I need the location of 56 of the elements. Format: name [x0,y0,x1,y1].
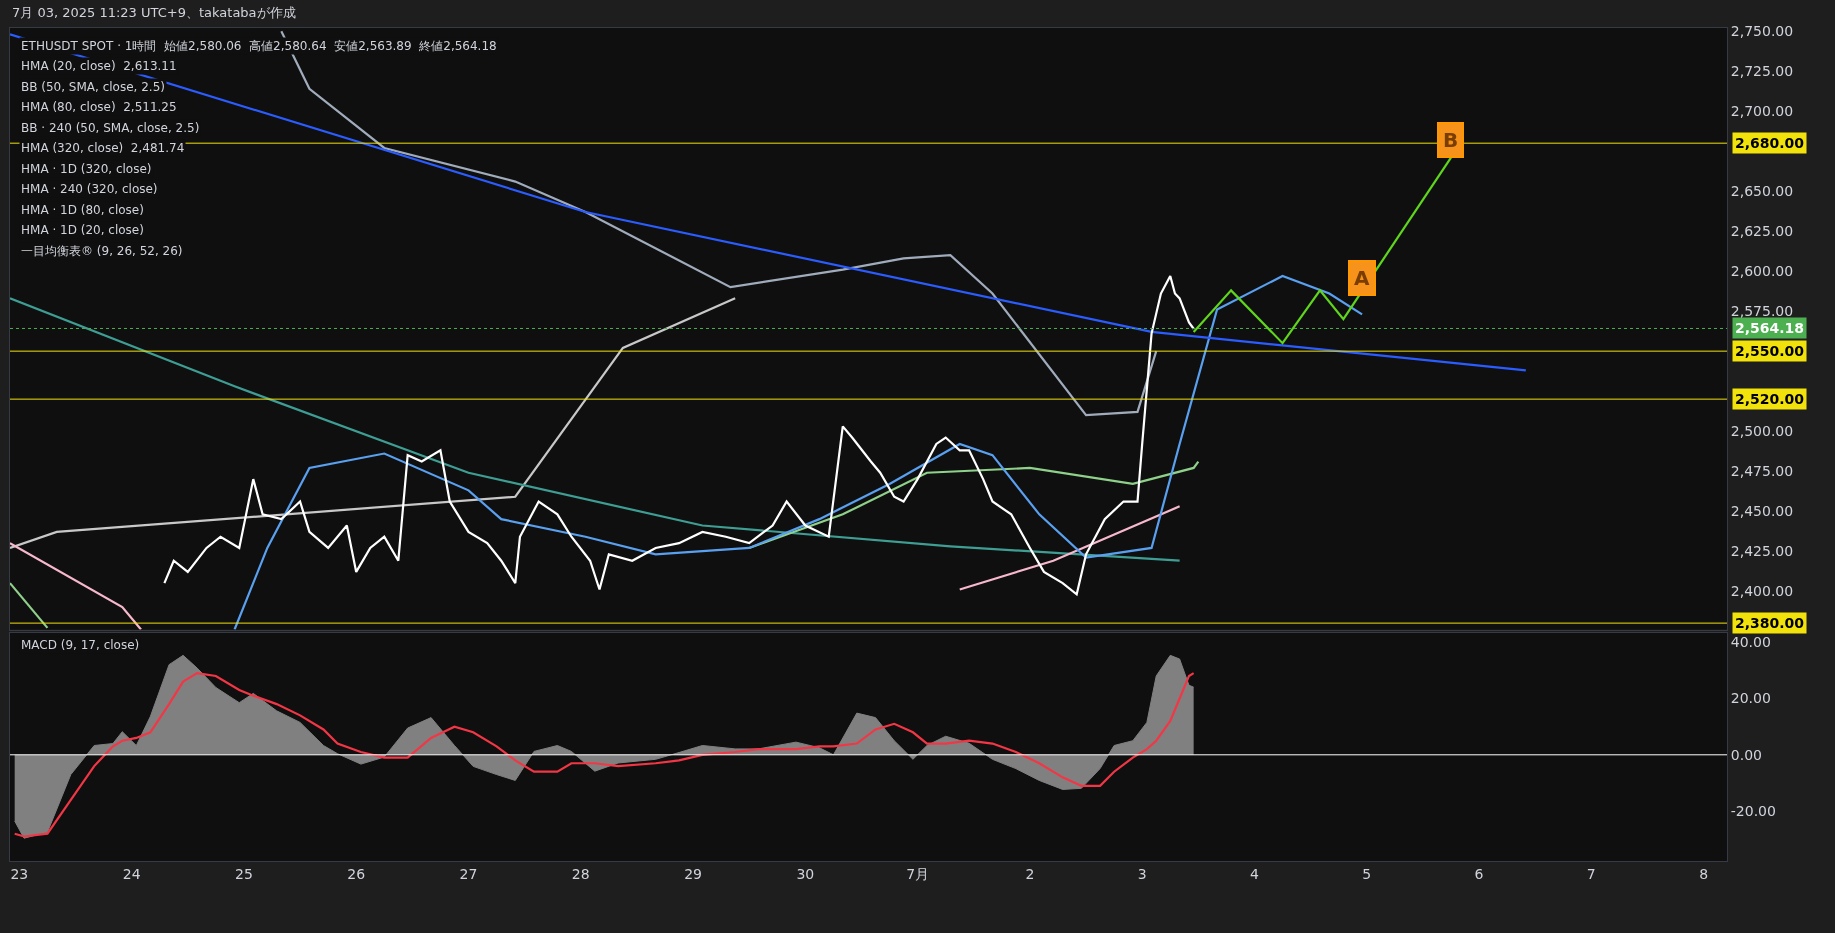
x-tick-label: 6 [1474,865,1484,882]
x-tick-label: 23 [10,865,29,882]
y-tick-label: 2,400.00 [1730,583,1794,600]
line-series [10,297,1181,562]
y-tick-label: 2,575.00 [1730,303,1794,320]
x-tick-label: 24 [122,865,141,882]
annotation: 一目均衡表® (9, 26, 52, 26) [21,244,183,258]
text: ETHUSDT SPOT · 1時間 始値2,580.06 高値2,580.64 安値2,563.89 終値2,564.18 [21,39,497,53]
y-tick-label: 20.00 [1730,690,1771,707]
y-tick-label: 40.00 [1730,634,1771,651]
annotation: MACD (9, 17, close) [21,638,140,652]
y-tick-label: 2,500.00 [1730,423,1794,440]
x-tick-label: 26 [347,865,366,882]
annotation: HMA (20, close) 2,613.11 [21,59,177,73]
line-series [10,297,737,550]
line-series [10,33,1527,372]
x-tick-label: 7 [1586,865,1596,882]
annotation: HMA · 1D (320, close) [21,162,152,176]
chart-title: 7月 03, 2025 11:23 UTC+9、takatabaが作成 [12,5,296,20]
ref-line-label: 2,550.00 [1735,343,1805,359]
ref-line-label: 2,564.18 [1735,320,1805,336]
x-tick-label: 28 [571,865,590,882]
y-tick-label: 2,725.00 [1730,63,1794,80]
y-tick-label: -20.00 [1730,803,1776,820]
y-tick-label: 2,750.00 [1730,23,1794,40]
line-series [163,274,1195,596]
annotation: HMA · 1D (80, close) [21,203,144,217]
x-tick-label: 3 [1137,865,1147,882]
x-tick-label: 8 [1699,865,1709,882]
x-tick-label: 2 [1025,865,1035,882]
y-tick-label: 2,700.00 [1730,103,1794,120]
ref-line-label: 2,680.00 [1735,135,1805,151]
ref-line-label: 2,380.00 [1735,615,1805,631]
x-tick-label: 7月 [906,865,930,882]
y-tick-label: 2,625.00 [1730,223,1794,240]
ref-line-label: 2,520.00 [1735,391,1805,407]
y-tick-label: 2,600.00 [1730,263,1794,280]
x-tick-label: 29 [684,865,702,882]
annotation: A [1354,266,1370,290]
x-tick-label: 5 [1362,865,1372,882]
x-tick-label: 27 [459,865,478,882]
annotation: HMA (80, close) 2,511.25 [21,100,177,114]
x-tick-label: 25 [235,865,253,882]
annotation: HMA · 1D (20, close) [21,223,144,237]
y-tick-label: 0.00 [1730,746,1762,763]
y-tick-label: 2,475.00 [1730,463,1794,480]
y-tick-label: 2,450.00 [1730,503,1794,520]
annotation: BB (50, SMA, close, 2.5) [21,80,165,94]
x-tick-label: 30 [796,865,815,882]
y-tick-label: 2,650.00 [1730,183,1794,200]
annotation: HMA · 240 (320, close) [21,182,158,196]
annotation: BB · 240 (50, SMA, close, 2.5) [21,121,200,135]
y-tick-label: 2,425.00 [1730,543,1794,560]
x-tick-label: 4 [1250,865,1260,882]
annotation: HMA (320, close) 2,481.74 [21,141,185,155]
annotation: B [1443,128,1459,152]
